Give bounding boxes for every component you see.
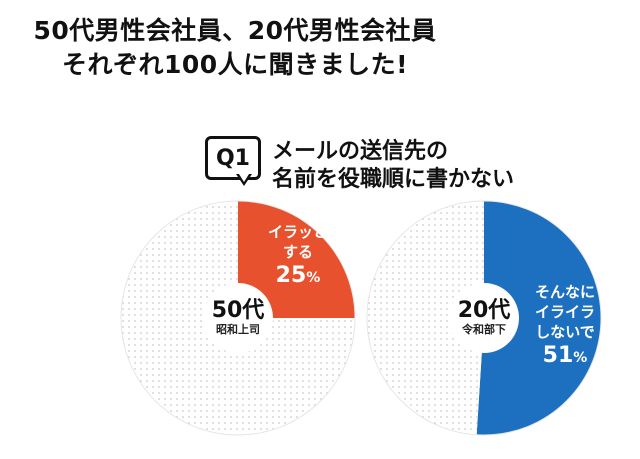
slice-percent-value: 25 xyxy=(276,263,307,288)
slice-percent-50s: 25% xyxy=(258,262,338,292)
slice-label-line: しないで xyxy=(520,322,610,342)
pie-group-label: 50代 xyxy=(212,299,265,323)
slice-percent-20s: 51% xyxy=(520,342,610,372)
slice-percent-value: 51 xyxy=(543,343,574,368)
pie-group-sublabel: 昭和上司 xyxy=(216,323,260,337)
pie-center-label-20s: 20代 令和部下 xyxy=(449,283,519,353)
slice-percent-unit: % xyxy=(306,270,320,286)
slice-label-line: そんなに xyxy=(520,282,610,302)
pie-center-label-50s: 50代 昭和上司 xyxy=(203,283,273,353)
slice-label-50s: イラッと する 25% xyxy=(258,222,338,292)
slice-percent-unit: % xyxy=(573,350,587,366)
slice-label-line: イライラ xyxy=(520,302,610,322)
slice-label-line: イラッと xyxy=(258,222,338,242)
pie-group-label: 20代 xyxy=(458,299,511,323)
slice-label-line: する xyxy=(258,242,338,262)
slice-label-20s: そんなに イライラ しないで 51% xyxy=(520,282,610,372)
pie-group-sublabel: 令和部下 xyxy=(462,323,506,337)
